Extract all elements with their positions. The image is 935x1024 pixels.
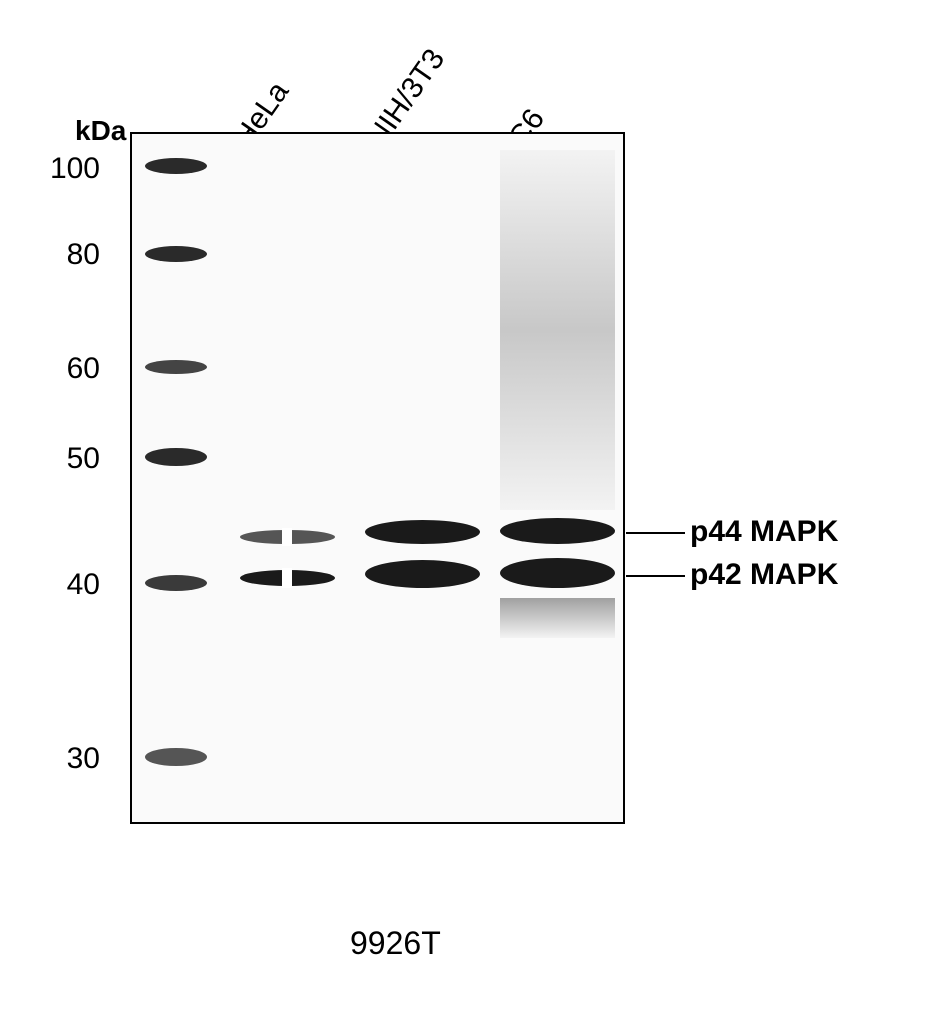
ladder-band-30	[145, 748, 207, 766]
ladder-band-40	[145, 575, 207, 591]
p42-pointer	[626, 575, 685, 577]
ladder-band-50	[145, 448, 207, 466]
mw-label-60: 60	[40, 352, 100, 386]
hela-p42-gap	[282, 568, 292, 588]
ladder-band-60	[145, 360, 207, 374]
c6-p42-band	[500, 558, 615, 588]
ladder-band-80	[145, 246, 207, 262]
p44-mapk-label: p44 MAPK	[690, 515, 838, 549]
figure-caption: 9926T	[350, 925, 441, 962]
hela-p44-gap	[282, 528, 292, 546]
kda-unit-label: kDa	[75, 115, 126, 147]
p42-mapk-label: p42 MAPK	[690, 558, 838, 592]
ladder-band-100	[145, 158, 207, 174]
nih3t3-p42-band	[365, 560, 480, 588]
c6-p44-band	[500, 518, 615, 544]
mw-label-100: 100	[40, 152, 100, 186]
c6-smear-upper	[500, 150, 615, 510]
mw-label-80: 80	[40, 238, 100, 272]
c6-smear-lower	[500, 598, 615, 638]
p44-pointer	[626, 532, 685, 534]
mw-label-40: 40	[40, 568, 100, 602]
mw-label-30: 30	[40, 742, 100, 776]
nih3t3-p44-band	[365, 520, 480, 544]
mw-label-50: 50	[40, 442, 100, 476]
